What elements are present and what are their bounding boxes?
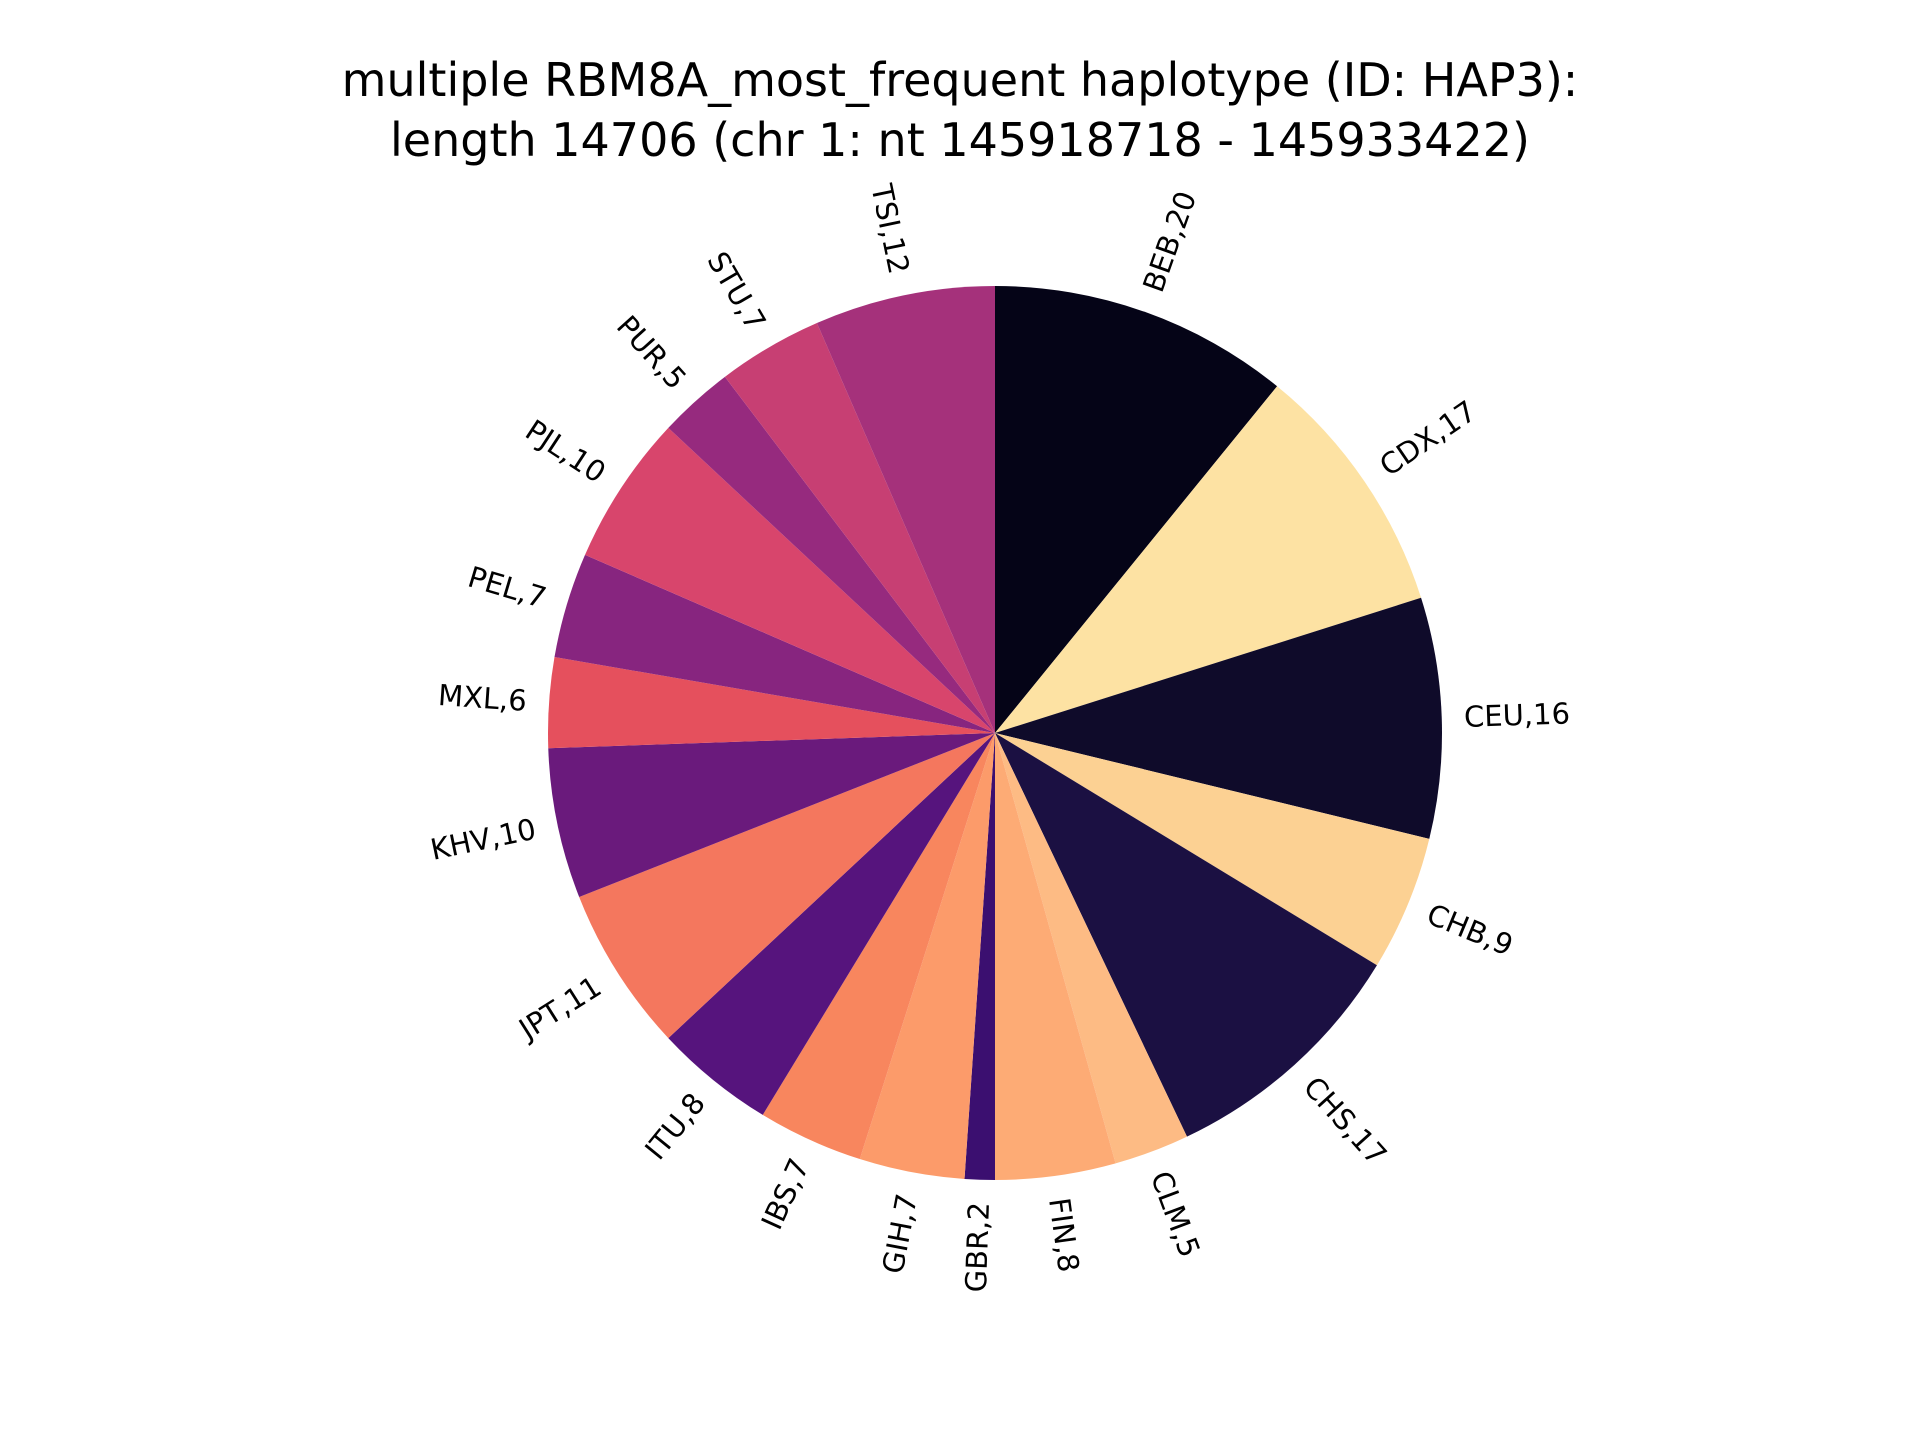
pie-slice-fin [995,733,1116,1180]
pie-slice-gih [859,733,995,1179]
slice-label-ceu: CEU,16 [1463,696,1570,734]
pie-slice-tsi [816,286,995,733]
pie-slice-clm [995,733,1187,1164]
pie-slice-ibs [762,733,995,1160]
slice-label-chb: CHB,9 [1422,897,1518,963]
pie-slice-beb [995,286,1278,733]
slice-label-tsi: TSI,12 [864,180,916,277]
slice-label-cdx: CDX,17 [1373,394,1482,483]
slice-label-pjl: PJL,10 [519,413,612,490]
slice-label-beb: BEB,20 [1136,187,1203,297]
slice-label-gbr: GBR,2 [959,1201,996,1292]
pie-slice-mxl [547,657,995,749]
chart-title: multiple RBM8A_most_frequent haplotype (… [0,50,1920,170]
pie-slice-chb [995,733,1430,966]
pie-slice-stu [724,323,995,733]
slice-label-pel: PEL,7 [464,560,550,615]
slice-label-pur: PUR,5 [610,309,693,396]
pie-slice-pjl [585,427,995,733]
pie-slices [547,286,1443,1180]
pie-slice-ceu [995,597,1443,839]
pie-slice-pur [668,376,995,733]
pie-slice-chs [995,733,1377,1137]
chart-title-line-1: multiple RBM8A_most_frequent haplotype (… [341,53,1579,107]
slice-label-clm: CLM,5 [1144,1167,1207,1262]
slice-label-itu: ITU,8 [638,1086,712,1166]
slice-label-chs: CHS,17 [1297,1070,1394,1172]
slice-label-gih: GIH,7 [876,1191,924,1276]
pie-slice-gbr [964,733,995,1180]
slice-label-khv: KHV,10 [427,812,538,867]
pie-slice-khv [548,733,995,897]
pie-slice-itu [668,733,995,1115]
pie-slice-cdx [995,386,1422,733]
chart-title-line-2: length 14706 (chr 1: nt 145918718 - 1459… [390,113,1530,167]
pie-slice-jpt [579,733,995,1039]
slice-label-jpt: JPT,11 [511,969,607,1047]
slice-label-fin: FIN,8 [1042,1196,1086,1275]
slice-label-stu: STU,7 [700,246,772,337]
slice-label-ibs: IBS,7 [755,1153,817,1234]
pie-slice-pel [554,554,995,733]
slice-label-mxl: MXL,6 [437,678,528,718]
